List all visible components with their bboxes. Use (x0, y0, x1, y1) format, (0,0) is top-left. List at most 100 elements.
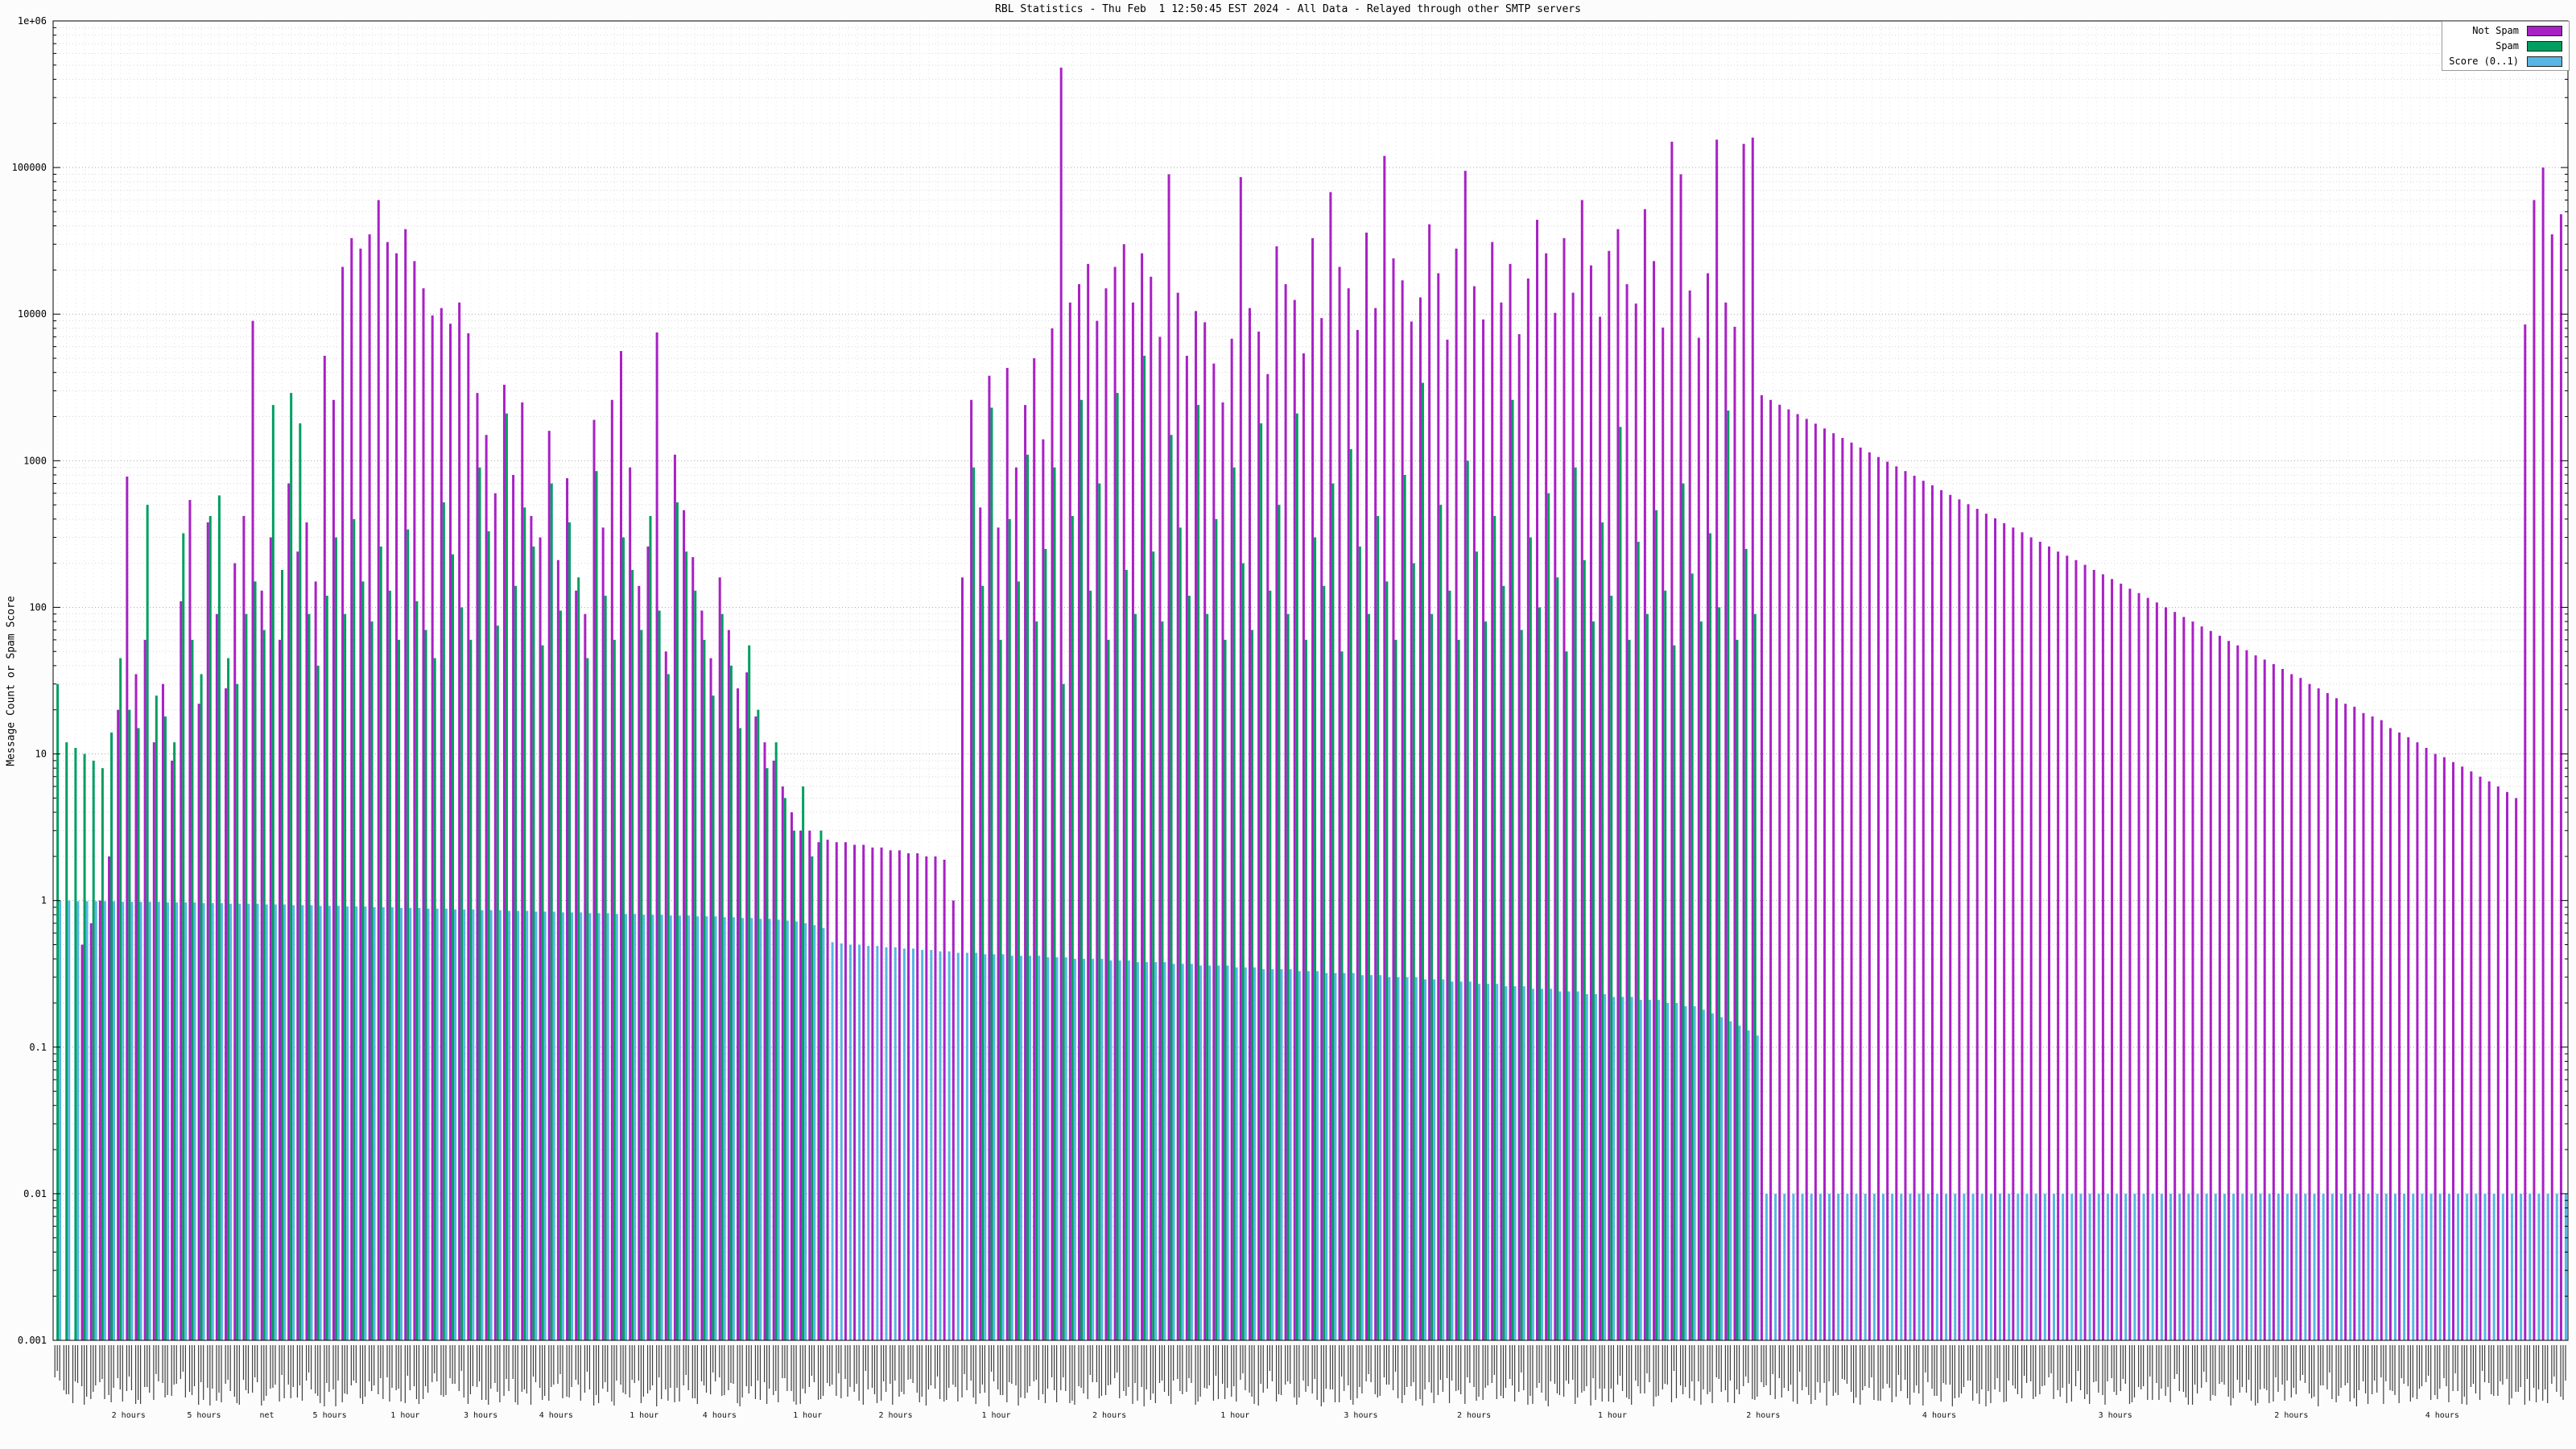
x-tick-label-noise (819, 1345, 822, 1399)
x-tick-label-noise (2053, 1345, 2054, 1399)
x-tick-label-noise (1482, 1345, 1484, 1400)
x-tick-label-noise (2547, 1345, 2549, 1403)
bar-score (975, 952, 978, 1340)
bar-spam (1250, 630, 1253, 1340)
x-tick-label-noise (2248, 1345, 2250, 1380)
bar-not-spam (1760, 394, 1763, 1340)
x-tick-label-noise (281, 1345, 283, 1375)
bar-not-spam (916, 852, 919, 1340)
x-tick-label-noise (308, 1345, 310, 1373)
bar-not-spam (2434, 753, 2437, 1340)
bar-score (571, 912, 574, 1340)
x-tick-label-noise (1949, 1345, 1951, 1385)
x-axis-duration-label: net (259, 1411, 275, 1420)
x-tick-label-noise (586, 1345, 588, 1372)
x-tick-label-noise (817, 1345, 819, 1400)
bar-score (1774, 1193, 1777, 1340)
x-tick-label-noise (1240, 1345, 1241, 1380)
x-tick-label-noise (1271, 1345, 1273, 1381)
bar-spam (757, 709, 760, 1340)
bar-not-spam (1122, 244, 1125, 1340)
bar-score (2438, 1193, 2442, 1340)
bar-spam (1690, 573, 1694, 1340)
x-tick-label-noise (434, 1345, 436, 1373)
bar-score (2492, 1193, 2496, 1340)
x-tick-label-noise (827, 1345, 828, 1383)
bar-not-spam (1850, 442, 1853, 1340)
x-tick-label-noise (1554, 1345, 1556, 1384)
x-tick-label-noise (2014, 1345, 2017, 1389)
x-tick-label-noise (925, 1345, 927, 1406)
x-tick-label-noise (229, 1345, 231, 1391)
x-tick-label-noise (2095, 1345, 2097, 1381)
x-tick-label-noise (1637, 1345, 1639, 1386)
bar-score (1154, 962, 1158, 1340)
bar-score (390, 906, 394, 1340)
bar-score (2520, 1193, 2523, 1340)
x-tick-label-noise (1689, 1345, 1690, 1398)
bar-spam (1062, 683, 1065, 1340)
x-tick-label-noise (2167, 1345, 2169, 1387)
legend-entry: Not Spam (2449, 25, 2562, 36)
x-tick-label-noise (2301, 1345, 2304, 1375)
bar-not-spam (853, 844, 857, 1340)
bar-score (1253, 967, 1256, 1340)
x-tick-label-noise (927, 1345, 930, 1389)
bar-not-spam (1662, 327, 1665, 1340)
x-tick-label-noise (750, 1345, 752, 1386)
x-tick-label-noise (1298, 1345, 1300, 1397)
x-tick-label-noise (1365, 1345, 1367, 1381)
bar-not-spam (2003, 522, 2006, 1340)
x-tick-label-noise (990, 1345, 993, 1372)
x-tick-label-noise (1195, 1345, 1196, 1405)
bar-score (1522, 986, 1525, 1340)
bar-score (1935, 1193, 1938, 1340)
bar-spam (83, 753, 86, 1340)
bar-not-spam (2388, 728, 2392, 1340)
bar-spam (586, 658, 589, 1340)
x-tick-label-noise (1563, 1345, 1565, 1397)
x-tick-label-noise (1595, 1345, 1596, 1400)
bar-spam (442, 502, 445, 1341)
bar-score (696, 916, 700, 1340)
x-tick-label-noise (2299, 1345, 2301, 1381)
x-tick-label-noise (68, 1345, 69, 1394)
x-tick-label-noise (646, 1345, 649, 1393)
bar-not-spam (2155, 602, 2158, 1340)
x-tick-label-noise (1586, 1345, 1587, 1386)
bar-not-spam (547, 431, 551, 1340)
x-tick-label-noise (382, 1345, 384, 1399)
x-tick-label-noise (101, 1345, 103, 1379)
bar-not-spam (2254, 655, 2257, 1340)
x-tick-label-noise (1496, 1345, 1497, 1399)
x-tick-label-noise (2178, 1345, 2180, 1391)
bar-score (714, 916, 717, 1340)
x-tick-label-noise (894, 1345, 896, 1381)
bar-score (867, 946, 870, 1340)
x-tick-label-noise (2418, 1345, 2421, 1389)
bar-score (373, 906, 376, 1340)
x-tick-label-noise (873, 1345, 876, 1394)
bar-score (2052, 1193, 2055, 1340)
x-tick-label-noise (2113, 1345, 2115, 1392)
x-tick-label-noise (665, 1345, 667, 1389)
bar-spam (604, 596, 607, 1340)
bar-score (1639, 1000, 1642, 1340)
x-tick-label-noise (2439, 1345, 2441, 1389)
x-tick-label-noise (2347, 1345, 2348, 1383)
bar-not-spam (1876, 456, 1880, 1340)
x-tick-label-noise (793, 1345, 795, 1402)
x-tick-label-noise (1100, 1345, 1103, 1396)
x-tick-label-noise (1823, 1345, 1825, 1383)
bar-not-spam (171, 760, 174, 1340)
bar-spam (766, 768, 769, 1340)
bar-spam (1547, 493, 1550, 1341)
x-tick-label-noise (1074, 1345, 1075, 1405)
bar-spam (182, 533, 185, 1340)
bar-spam (398, 639, 401, 1340)
x-tick-label-noise (1565, 1345, 1567, 1381)
bar-not-spam (619, 351, 622, 1341)
bar-not-spam (2012, 527, 2015, 1340)
bar-score (2447, 1193, 2450, 1340)
x-tick-label-noise (2079, 1345, 2082, 1390)
